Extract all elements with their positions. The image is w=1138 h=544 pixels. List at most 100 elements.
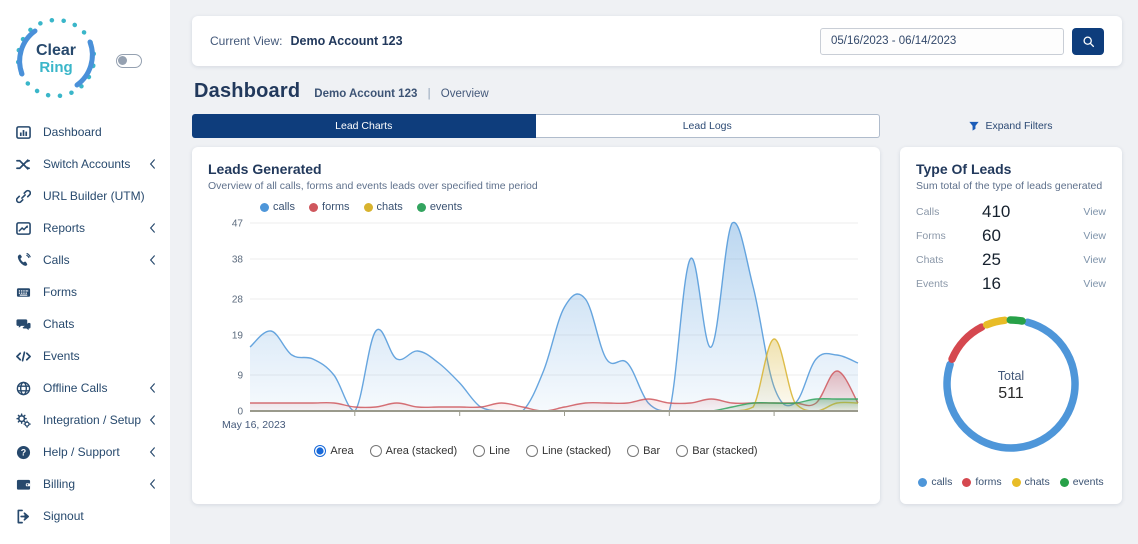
keyboard-icon <box>16 284 34 300</box>
chevron-left-icon[interactable] <box>149 223 156 233</box>
svg-text:Clear: Clear <box>36 42 76 59</box>
chevron-left-icon[interactable] <box>149 447 156 457</box>
chevron-left-icon[interactable] <box>149 479 156 489</box>
svg-text:Total: Total <box>998 369 1024 383</box>
tab-lead-charts[interactable]: Lead Charts <box>192 114 536 138</box>
chart-type-option-area-stacked[interactable]: Area (stacked) <box>369 445 457 457</box>
sidebar: Clear Ring Dashboard Switch Accounts URL… <box>0 0 170 544</box>
donut-legend-dot-forms <box>962 477 972 487</box>
radio-bar[interactable] <box>627 445 640 457</box>
panel-title: Type Of Leads <box>916 161 1012 177</box>
legend-dot-events <box>416 202 426 212</box>
clearring-logo: Clear Ring <box>15 17 97 99</box>
sidebar-collapse-toggle[interactable] <box>116 54 142 68</box>
donut-legend-forms[interactable]: forms <box>962 476 1002 488</box>
globe-icon <box>16 380 34 396</box>
switch-accounts-icon <box>16 156 34 172</box>
date-range-input[interactable] <box>820 27 1064 55</box>
view-link-chats[interactable]: View <box>1083 254 1106 266</box>
legend-dot-forms <box>309 202 319 212</box>
lead-type-row-chats: Chats 25 View <box>916 250 1106 269</box>
sidebar-item-url-builder-utm[interactable]: URL Builder (UTM) <box>0 180 170 212</box>
legend-calls[interactable]: calls <box>260 201 295 213</box>
sidebar-item-help-support[interactable]: ? Help / Support <box>0 436 170 468</box>
wallet-icon <box>16 476 34 492</box>
tab-lead-logs[interactable]: Lead Logs <box>535 114 880 138</box>
signout-icon <box>16 508 34 524</box>
donut-legend-dot-calls <box>918 477 928 487</box>
lead-tabs: Lead Charts Lead Logs <box>192 114 880 138</box>
chart-title: Leads Generated <box>208 161 322 177</box>
breadcrumb: Demo Account 123 | Overview <box>314 88 489 100</box>
chevron-left-icon[interactable] <box>149 159 156 169</box>
view-link-calls[interactable]: View <box>1083 206 1106 218</box>
svg-text:May 16, 2023: May 16, 2023 <box>222 419 286 431</box>
radio-area[interactable] <box>314 445 327 457</box>
sidebar-item-switch-accounts[interactable]: Switch Accounts <box>0 148 170 180</box>
chart-legend: calls forms chats events <box>260 201 864 213</box>
chart-type-option-bar[interactable]: Bar <box>627 445 660 457</box>
search-icon <box>1082 35 1094 47</box>
donut-legend-events[interactable]: events <box>1059 476 1104 488</box>
sidebar-item-dashboard[interactable]: Dashboard <box>0 116 170 148</box>
svg-text:511: 511 <box>998 385 1024 402</box>
radio-bar-stacked[interactable] <box>676 445 689 457</box>
leads-generated-card: Leads Generated Overview of all calls, f… <box>192 147 880 504</box>
lead-type-row-events: Events 16 View <box>916 274 1106 293</box>
svg-text:19: 19 <box>232 331 244 342</box>
current-view-label: Current View: <box>210 34 283 48</box>
donut-legend: calls forms chats events <box>916 476 1106 490</box>
leads-area-chart: 0 9 19 28 38 47 May 16, 2023 <box>222 219 859 431</box>
chevron-left-icon[interactable] <box>149 383 156 393</box>
current-view-bar: Current View: Demo Account 123 <box>192 16 1122 66</box>
donut-legend-chats[interactable]: chats <box>1011 476 1050 488</box>
legend-chats[interactable]: chats <box>363 201 403 213</box>
chart-type-option-bar-stacked[interactable]: Bar (stacked) <box>676 445 758 457</box>
sidebar-item-signout[interactable]: Signout <box>0 500 170 532</box>
lead-type-row-forms: Forms 60 View <box>916 226 1106 245</box>
chart-type-option-line-stacked[interactable]: Line (stacked) <box>525 445 611 457</box>
donut-legend-dot-events <box>1059 477 1069 487</box>
donut-legend-dot-chats <box>1011 477 1021 487</box>
radio-line-stacked[interactable] <box>525 445 538 457</box>
sidebar-item-offline-calls[interactable]: Offline Calls <box>0 372 170 404</box>
donut-legend-calls[interactable]: calls <box>918 476 952 488</box>
view-link-forms[interactable]: View <box>1083 230 1106 242</box>
chart-type-selector: Area Area (stacked) Line Line (stacked) … <box>208 445 864 457</box>
chevron-left-icon[interactable] <box>149 415 156 425</box>
sidebar-item-chats[interactable]: Chats <box>0 308 170 340</box>
legend-events[interactable]: events <box>416 201 462 213</box>
radio-line[interactable] <box>473 445 486 457</box>
link-icon <box>16 188 34 204</box>
sidebar-item-forms[interactable]: Forms <box>0 276 170 308</box>
chart-type-option-line[interactable]: Line <box>473 445 510 457</box>
chevron-left-icon[interactable] <box>149 255 156 265</box>
sidebar-item-calls[interactable]: Calls <box>0 244 170 276</box>
type-of-leads-card: Type Of Leads Sum total of the type of l… <box>900 147 1122 504</box>
sidebar-item-billing[interactable]: Billing <box>0 468 170 500</box>
sidebar-item-reports[interactable]: Reports <box>0 212 170 244</box>
sidebar-nav: Dashboard Switch Accounts URL Builder (U… <box>0 116 170 532</box>
lead-type-rows: Calls 410 View Forms 60 View Chats 25 Vi… <box>916 200 1106 296</box>
legend-dot-chats <box>363 202 373 212</box>
main-area: Current View: Demo Account 123 Dashboard… <box>170 0 1138 544</box>
chart-type-option-area[interactable]: Area <box>314 445 354 457</box>
svg-text:?: ? <box>21 447 26 457</box>
legend-forms[interactable]: forms <box>309 201 350 213</box>
expand-filters-button[interactable]: Expand Filters <box>900 114 1122 138</box>
legend-dot-calls <box>260 202 269 212</box>
help-icon: ? <box>16 444 34 460</box>
panel-subtitle: Sum total of the type of leads generated <box>916 180 1103 192</box>
leads-donut-chart: Total 511 <box>943 316 1079 452</box>
svg-text:0: 0 <box>237 407 243 418</box>
page-title: Dashboard <box>194 80 301 102</box>
view-link-events[interactable]: View <box>1083 278 1106 290</box>
sidebar-item-integration-setup[interactable]: Integration / Setup <box>0 404 170 436</box>
radio-area-stacked[interactable] <box>369 445 382 457</box>
chart-subtitle: Overview of all calls, forms and events … <box>208 180 538 192</box>
sidebar-item-events[interactable]: Events <box>0 340 170 372</box>
phone-icon <box>16 252 34 268</box>
reports-icon <box>16 220 34 236</box>
svg-text:47: 47 <box>232 219 244 230</box>
search-button[interactable] <box>1072 27 1104 55</box>
